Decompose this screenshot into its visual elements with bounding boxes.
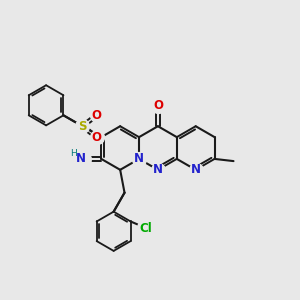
Text: O: O <box>92 130 102 144</box>
Text: N: N <box>76 152 85 165</box>
Text: S: S <box>78 120 87 133</box>
Text: O: O <box>153 99 163 112</box>
Text: H: H <box>70 149 77 158</box>
Text: N: N <box>134 152 144 165</box>
Text: N: N <box>153 163 163 176</box>
Text: Cl: Cl <box>140 221 152 235</box>
Text: N: N <box>191 163 201 176</box>
Text: O: O <box>92 109 102 122</box>
